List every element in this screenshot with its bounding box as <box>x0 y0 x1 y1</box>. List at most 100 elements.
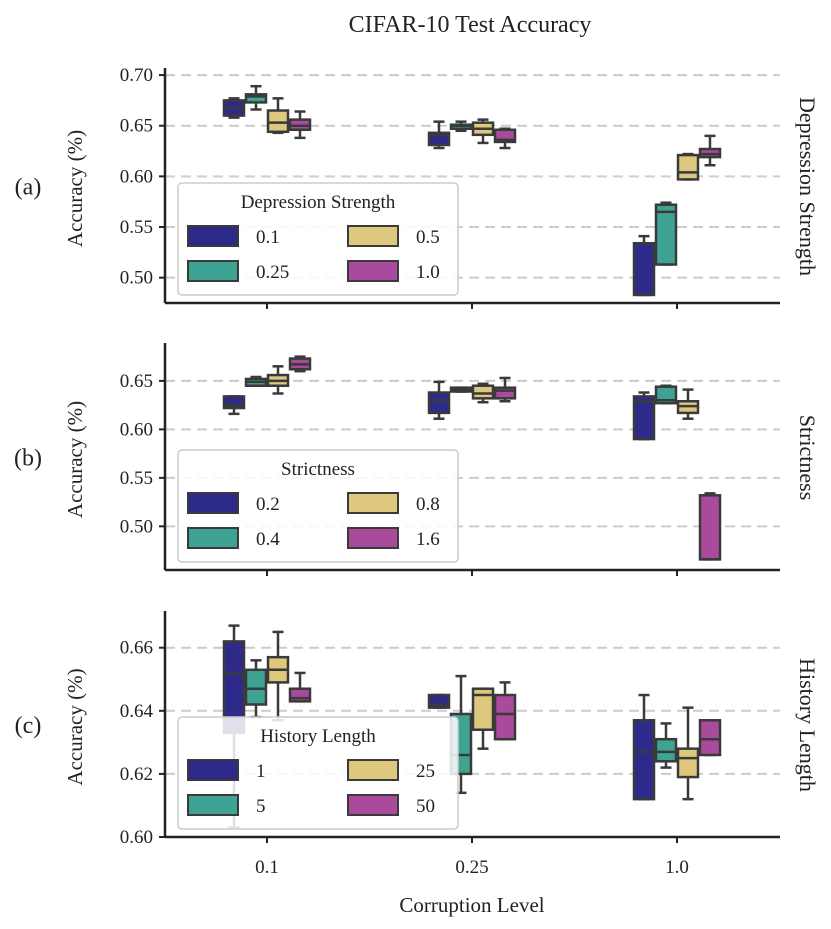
legend-swatch <box>187 492 239 514</box>
box-body <box>493 386 517 400</box>
panel-letter: (c) <box>15 713 42 739</box>
legend-label: 0.4 <box>256 529 280 550</box>
box-body <box>698 719 722 757</box>
legend-swatch <box>347 492 399 514</box>
y-axis-title: Accuracy (%) <box>63 130 87 247</box>
box-0.1-1.0 <box>632 234 656 297</box>
legend-swatch <box>347 225 399 247</box>
box-50-0.1 <box>288 671 312 703</box>
x-axis-title: Corruption Level <box>399 893 544 917</box>
box-body <box>427 391 451 415</box>
row-title: Depression Strength <box>795 97 820 276</box>
y-tick-label: 0.55 <box>120 468 153 489</box>
box-body <box>676 153 700 181</box>
panel-2: 0.50 0.55 0.60 0.65 Accuracy (%) (b) Strictnes… <box>14 343 820 576</box>
y-tick-label: 0.62 <box>120 764 153 785</box>
y-axis-title: Accuracy (%) <box>63 401 87 518</box>
box-body <box>427 693 451 709</box>
y-tick-label: 0.60 <box>120 419 153 440</box>
row-title: Strictness <box>795 415 820 501</box>
y-tick-label: 0.70 <box>120 65 153 86</box>
box-body <box>288 687 312 703</box>
box-1.6-1.0 <box>698 492 722 561</box>
box-body <box>654 737 678 763</box>
box-0.8-1.0 <box>676 388 700 420</box>
x-tick-label: 0.1 <box>255 857 279 878</box>
box-0.1-0.25 <box>427 120 451 150</box>
legend-label: 5 <box>256 796 266 817</box>
box-25-0.25 <box>471 687 495 750</box>
box-body <box>698 494 722 561</box>
legend-label: 0.25 <box>256 262 289 283</box>
box-body <box>222 395 246 410</box>
legend-title: Strictness <box>281 459 355 480</box>
y-tick-label: 0.55 <box>120 217 153 238</box>
box-body <box>244 93 268 104</box>
box-0.5-1.0 <box>676 152 700 181</box>
box-body <box>632 719 656 801</box>
box-50-0.25 <box>493 681 517 741</box>
legend-swatch <box>347 794 399 816</box>
box-0.4-0.25 <box>449 386 473 393</box>
y-axis-title: Accuracy (%) <box>63 668 87 785</box>
box-1-0.25 <box>427 693 451 709</box>
box-0.25-1.0 <box>654 201 678 266</box>
legend-swatch <box>187 260 239 282</box>
legend-label: 1.6 <box>416 529 440 550</box>
legend-label: 1.0 <box>416 262 440 283</box>
box-body <box>676 747 700 779</box>
x-tick-label: 0.25 <box>455 857 488 878</box>
box-body <box>632 241 656 297</box>
legend-label: 0.2 <box>256 494 280 515</box>
y-tick-label: 0.60 <box>120 166 153 187</box>
y-tick-label: 0.64 <box>120 701 154 722</box>
legend-label: 0.5 <box>416 227 440 248</box>
legend-title: Depression Strength <box>241 192 396 213</box>
box-body <box>471 384 495 400</box>
legend-swatch <box>187 759 239 781</box>
box-0.25-0.25 <box>449 120 473 133</box>
legend-swatch <box>187 527 239 549</box>
box-0.5-0.1 <box>266 97 290 135</box>
y-tick-label: 0.60 <box>120 827 153 848</box>
legend-label: 50 <box>416 796 435 817</box>
box-0.2-0.25 <box>427 380 451 420</box>
y-tick-label: 0.65 <box>120 116 153 137</box>
box-1.0-0.1 <box>288 110 312 140</box>
box-0.2-0.1 <box>222 395 246 416</box>
box-0.4-1.0 <box>654 384 678 405</box>
legend-swatch <box>187 225 239 247</box>
legend-swatch <box>347 527 399 549</box>
legend-label: 25 <box>416 761 435 782</box>
box-1.6-0.1 <box>288 355 312 373</box>
box-body <box>493 693 517 741</box>
box-0.8-0.1 <box>266 365 290 395</box>
box-1-1.0 <box>632 693 656 801</box>
box-0.1-0.1 <box>222 97 246 119</box>
panel-letter: (a) <box>15 175 42 201</box>
panel-letter: (b) <box>14 446 42 472</box>
legend-label: 0.8 <box>416 494 440 515</box>
box-0.5-0.25 <box>471 118 495 145</box>
legend-label: 1 <box>256 761 266 782</box>
box-0.4-0.1 <box>244 375 268 387</box>
legend-swatch <box>347 759 399 781</box>
panel-1: 0.50 0.55 0.60 0.65 0.70 Accuracy (%) (a) Depre… <box>15 65 820 309</box>
legend-swatch <box>187 794 239 816</box>
row-title: History Length <box>795 658 820 792</box>
x-tick-label: 1.0 <box>665 857 689 878</box>
box-0.25-0.1 <box>244 84 268 111</box>
box-0.8-0.25 <box>471 382 495 404</box>
box-0.2-1.0 <box>632 391 656 441</box>
legend-title: History Length <box>260 726 376 747</box>
figure-title: CIFAR-10 Test Accuracy <box>349 12 592 38</box>
panel-3: 0.60 0.62 0.64 0.66 0.1 0.25 1.0 Accuracy (%) (c… <box>15 611 820 878</box>
box-50-1.0 <box>698 719 722 757</box>
box-1.0-1.0 <box>698 134 722 167</box>
legend-swatch <box>347 260 399 282</box>
box-body <box>266 109 290 134</box>
legend: Depression Strength 0.1 0.25 0.5 1.0 <box>177 182 459 296</box>
